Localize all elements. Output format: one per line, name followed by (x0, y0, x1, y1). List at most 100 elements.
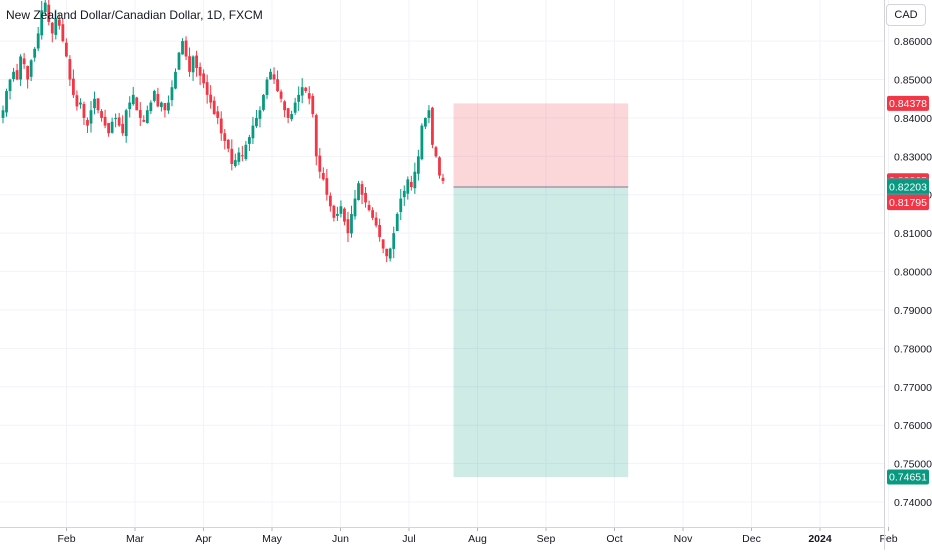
candle-body (160, 102, 163, 107)
candle-body (156, 93, 160, 107)
candle-body (248, 137, 251, 144)
candle-body (61, 24, 65, 42)
candle-body (311, 96, 315, 115)
y-tick-label: 0.77000 (894, 382, 932, 394)
candle-body (339, 206, 343, 214)
price-tag: 0.82203 (887, 179, 929, 195)
candle-body (290, 114, 294, 120)
candle-body (223, 133, 227, 141)
candle-body (181, 41, 184, 55)
candle-body (209, 94, 213, 103)
currency-selector[interactable]: CAD (886, 4, 926, 26)
take-profit-zone (453, 186, 629, 478)
x-tick-label: Jun (332, 533, 349, 545)
candle-body (272, 74, 276, 80)
candle-body (167, 102, 170, 111)
candle-body (195, 55, 198, 68)
candle-body (64, 42, 68, 57)
candle-body (145, 110, 149, 124)
candle-body (93, 98, 96, 109)
candle-body (258, 110, 262, 119)
candle-body (427, 110, 431, 118)
candle-body (114, 117, 118, 119)
candle-body (350, 213, 353, 234)
candle-body (188, 56, 191, 72)
candle-body (388, 248, 392, 259)
candle-body (68, 59, 72, 80)
candle-body (233, 160, 237, 167)
price-tag: 0.81795 (887, 195, 929, 211)
x-tick-label: Aug (468, 533, 487, 545)
candle-body (353, 198, 357, 217)
candle-body (1, 110, 5, 118)
candle-body (103, 116, 107, 126)
candle-body (276, 79, 279, 92)
candle-body (40, 10, 44, 36)
y-tick-label: 0.75000 (894, 459, 932, 471)
price-tag-bg (887, 95, 929, 111)
candle-body (346, 219, 350, 234)
candle-body (212, 100, 216, 115)
price-tag-bg (887, 469, 929, 485)
price-tag: 0.74651 (887, 469, 929, 485)
candle-body (131, 94, 135, 105)
candle-body (374, 217, 378, 226)
candle-body (138, 110, 142, 118)
y-tick-label: 0.79000 (894, 305, 932, 317)
candle-body (269, 71, 272, 80)
candle-body (434, 147, 438, 157)
y-tick-label: 0.84000 (894, 113, 932, 125)
candle-body (57, 19, 61, 26)
price-tag: 0.84378 (887, 95, 929, 111)
y-tick-label: 0.74000 (894, 497, 932, 509)
candle-body (79, 102, 82, 105)
candle-body (409, 181, 413, 188)
candle-body (244, 144, 248, 160)
candle-body (402, 190, 406, 198)
x-tick-label: Nov (674, 533, 693, 545)
candle-body (89, 110, 93, 124)
candle-body (135, 97, 139, 111)
y-tick-label: 0.83000 (894, 151, 932, 163)
candle-body (413, 171, 417, 189)
candle-body (286, 108, 290, 118)
candle-body (420, 125, 424, 160)
x-tick-label: Feb (57, 533, 75, 545)
price-tag-value: 0.81795 (889, 197, 927, 209)
candle-body (75, 95, 79, 107)
candle-body (226, 139, 230, 149)
candle-body (240, 155, 244, 157)
y-tick-label: 0.76000 (894, 420, 932, 432)
candle-body (399, 198, 403, 212)
price-tag-bg (887, 195, 929, 211)
candle-body (251, 125, 255, 139)
candle-body (107, 122, 110, 134)
candle-body (15, 70, 19, 80)
candle-body (318, 155, 322, 172)
candle-body (174, 71, 177, 89)
candle-body (283, 101, 286, 111)
candle-body (43, 2, 47, 12)
candle-body (431, 107, 434, 145)
x-tick-label: Apr (195, 533, 212, 545)
candle-body (216, 111, 220, 118)
candle-body (265, 79, 269, 95)
candle-body (438, 157, 441, 176)
candle-body (367, 205, 371, 211)
candle-body (325, 178, 329, 195)
short-position-tool[interactable] (453, 103, 629, 478)
candle-body (219, 118, 223, 134)
candle-body (406, 179, 410, 194)
candle-body (54, 18, 58, 35)
candle-body (170, 87, 174, 101)
candle-body (117, 117, 121, 126)
candle-body (110, 121, 114, 133)
price-tag-value: 0.82203 (889, 181, 927, 193)
candle-body (360, 184, 364, 195)
candle-body (371, 210, 374, 218)
candle-body (385, 248, 389, 257)
candle-body (262, 94, 265, 110)
candle-body (100, 111, 103, 118)
